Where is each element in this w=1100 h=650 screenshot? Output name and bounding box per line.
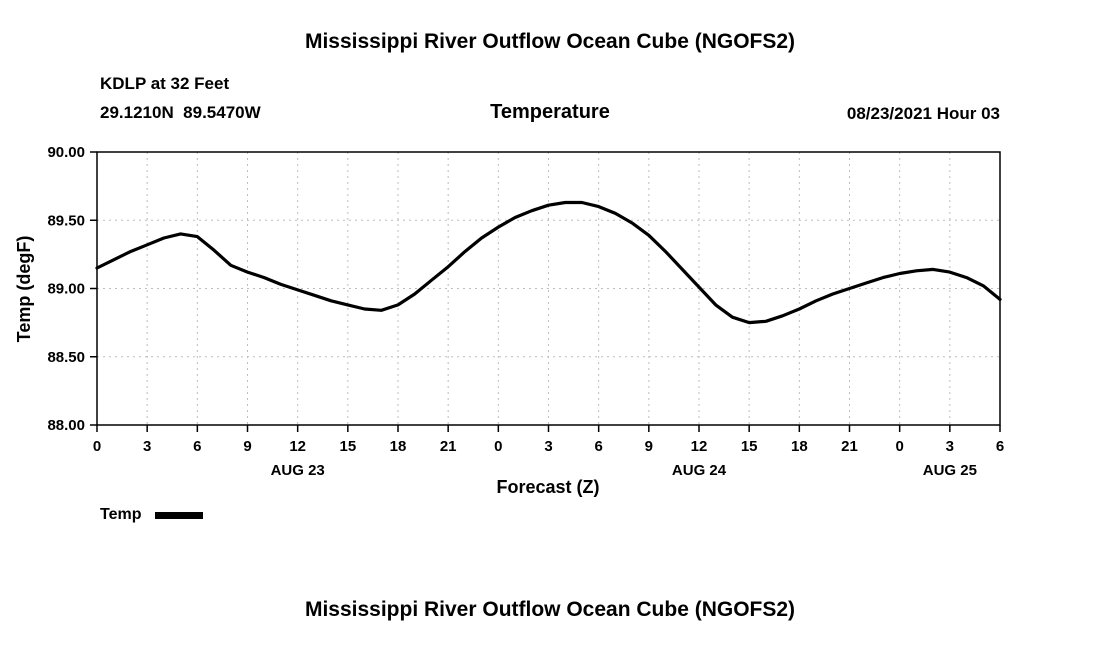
x-tick-label: 3 [946, 438, 954, 455]
next-page-title: Mississippi River Outflow Ocean Cube (NG… [304, 598, 796, 621]
y-axis-label: Temp (degF) [14, 236, 34, 343]
legend: Temp [100, 506, 204, 524]
y-tick-label: 89.00 [47, 281, 85, 298]
station-label: KDLP at 32 Feet [100, 74, 230, 93]
x-tick-label: 21 [440, 438, 457, 455]
x-tick-label: 15 [741, 438, 758, 455]
x-tick-label: 21 [841, 438, 858, 455]
timestamp-label: 08/23/2021 Hour 03 [846, 104, 1000, 123]
date-label: AUG 25 [923, 462, 977, 479]
x-tick-label: 12 [289, 438, 306, 455]
x-tick-label: 6 [193, 438, 201, 455]
y-tick-label: 90.00 [47, 144, 85, 161]
legend-label: Temp [100, 506, 142, 523]
plot-border [96, 151, 1001, 426]
x-tick-label: 15 [339, 438, 356, 455]
x-tick-label: 6 [996, 438, 1004, 455]
y-tick-label: 88.50 [47, 349, 85, 366]
x-tick-label: 0 [93, 438, 101, 455]
page-title: Mississippi River Outflow Ocean Cube (NG… [304, 30, 796, 53]
x-tick-label: 3 [544, 438, 552, 455]
date-label: AUG 24 [672, 462, 727, 479]
legend-line-swatch [155, 511, 204, 519]
x-tick-label: 18 [791, 438, 808, 455]
x-axis-label: Forecast (Z) [496, 477, 599, 497]
chart-title: Temperature [490, 101, 610, 123]
x-tick-label: 9 [645, 438, 653, 455]
x-tick-label: 12 [691, 438, 708, 455]
x-tick-label: 0 [895, 438, 903, 455]
y-tick-label: 89.50 [47, 212, 85, 229]
x-tick-label: 3 [143, 438, 151, 455]
y-tick-label: 88.00 [47, 417, 85, 434]
temp-series-line [95, 200, 1002, 325]
x-tick-label: 6 [594, 438, 602, 455]
x-tick-label: 9 [243, 438, 251, 455]
x-tick-label: 18 [390, 438, 407, 455]
coordinates-label: 29.1210N 89.5470W [100, 103, 261, 122]
x-tick-label: 0 [494, 438, 502, 455]
date-label: AUG 23 [271, 462, 325, 479]
